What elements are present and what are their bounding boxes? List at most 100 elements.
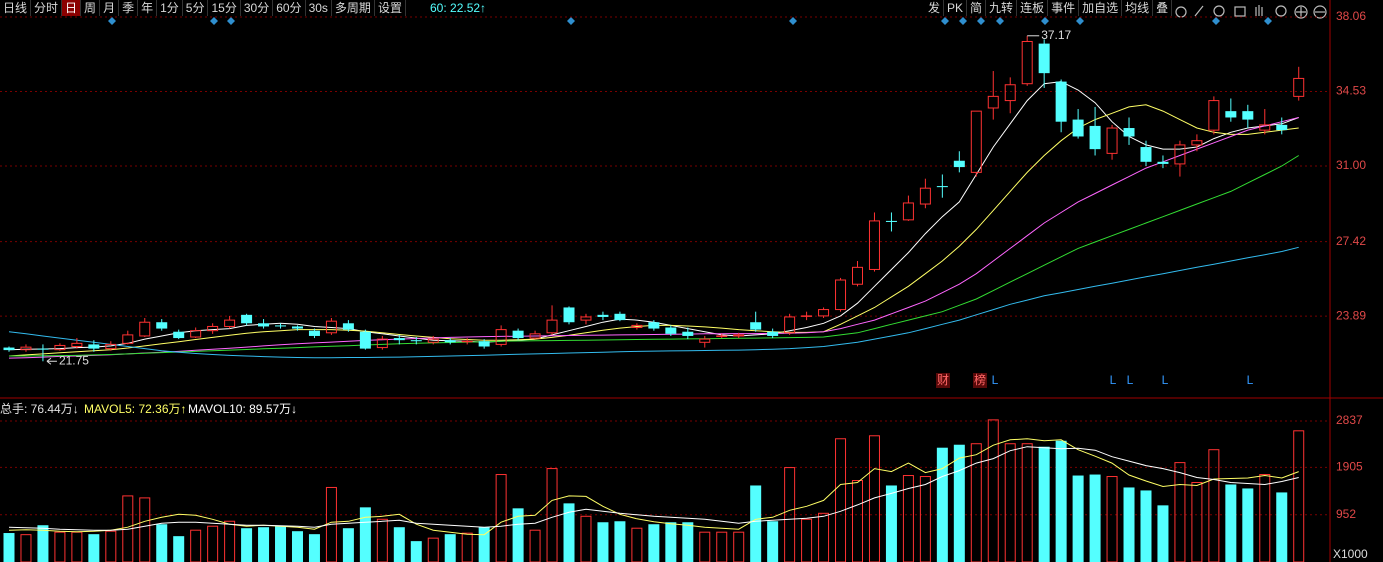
volume-bar <box>3 533 15 562</box>
toolbar-button[interactable]: 季 <box>119 0 139 16</box>
toolbar-button[interactable]: 发 <box>925 0 945 16</box>
candle-body <box>1055 81 1067 122</box>
icon[interactable] <box>1234 6 1246 17</box>
toolbar-right: 发 PK 简九转 连板 事件 加自选 均线叠 <box>925 0 1173 16</box>
volume-bar <box>885 485 897 562</box>
toolbar-button[interactable]: 30分 <box>241 0 274 16</box>
candle-body <box>1208 100 1220 131</box>
event-label: L <box>992 373 999 387</box>
toolbar-button[interactable]: 30s <box>306 0 332 16</box>
candle-body <box>37 348 49 350</box>
candle-body <box>1174 144 1186 165</box>
volume-bar <box>936 447 948 562</box>
candle-body <box>359 331 371 349</box>
icon[interactable] <box>1296 7 1306 17</box>
candle-body <box>3 347 15 351</box>
toolbar-button[interactable]: 九转 <box>986 0 1018 16</box>
candle-body <box>1157 161 1169 164</box>
candle-body <box>241 314 253 324</box>
volume-bar <box>224 520 236 562</box>
volume-bar <box>1072 475 1084 562</box>
candle-body <box>173 331 185 339</box>
toolbar-button[interactable]: 均线 <box>1122 0 1154 16</box>
toolbar-button[interactable]: 5分 <box>183 0 209 16</box>
icon[interactable] <box>1255 5 1263 16</box>
volume-bar <box>970 443 982 562</box>
icon[interactable] <box>1175 6 1187 18</box>
event-label: 榜 <box>974 372 986 387</box>
toolbar-button[interactable]: 日 <box>62 0 82 16</box>
toolbar-button[interactable]: 15分 <box>208 0 241 16</box>
toolbar-button[interactable]: 分时 <box>31 0 63 16</box>
candle-body <box>275 325 287 327</box>
candle-body <box>376 338 388 349</box>
event-badge <box>936 373 950 388</box>
toolbar-button[interactable]: 多周期 <box>332 0 375 16</box>
candle-body <box>88 344 100 349</box>
candle-body <box>648 322 660 329</box>
candle-body <box>1276 124 1288 131</box>
toolbar-left: 日线 分时日周月季年 1分 5分 15分 30分 60分 30s 多周期 设置 <box>0 0 406 16</box>
icon[interactable] <box>1313 5 1327 19</box>
ma-readout: 60: 22.52↑ <box>430 1 487 15</box>
toolbar-button[interactable]: 连板 <box>1017 0 1049 16</box>
toolbar-button[interactable]: 设置 <box>375 0 406 16</box>
volume-bar <box>1174 462 1186 562</box>
candle-body <box>970 110 982 173</box>
info-marker <box>227 17 235 25</box>
toolbar-button[interactable]: 60分 <box>273 0 306 16</box>
candle-body <box>308 330 320 336</box>
icon[interactable] <box>1194 5 1204 17</box>
icon[interactable] <box>1213 5 1225 17</box>
candle-body <box>868 220 880 270</box>
candle-body <box>1293 77 1305 97</box>
toolbar-button[interactable]: 年 <box>138 0 158 16</box>
volume-bar <box>1140 490 1152 562</box>
toolbar-button[interactable]: 周 <box>81 0 101 16</box>
candle-body <box>427 338 439 343</box>
volume-bar <box>1276 492 1288 562</box>
candle-body <box>818 309 830 317</box>
candle-body <box>665 327 677 334</box>
candle-body <box>393 338 405 341</box>
toolbar-button[interactable]: 事件 <box>1048 0 1080 16</box>
candle-body <box>139 321 151 337</box>
volume-bar <box>444 534 456 562</box>
volume-bar <box>631 527 643 562</box>
toolbar-button[interactable]: 叠 <box>1153 0 1173 16</box>
candle-body <box>852 266 863 285</box>
candle-body <box>631 324 643 329</box>
candle-body <box>1225 111 1237 118</box>
volume-bar <box>835 438 847 562</box>
candle-body <box>801 315 813 317</box>
toolbar-button[interactable]: 简 <box>967 0 987 16</box>
candle-body <box>987 95 999 109</box>
candle-body <box>258 323 270 327</box>
volume-bar <box>1004 443 1016 562</box>
volume-bar <box>597 522 609 562</box>
candle-body <box>410 340 422 342</box>
volume-bar <box>291 531 303 562</box>
info-marker <box>1041 17 1049 25</box>
candle-body <box>1242 111 1254 120</box>
info-marker <box>1264 17 1272 25</box>
annotation-arrow <box>46 357 57 365</box>
candle-body <box>1072 119 1084 137</box>
toolbar-button[interactable]: 1分 <box>157 0 183 16</box>
mavol-line <box>8 446 1299 531</box>
toolbar-button[interactable]: 日线 <box>0 0 32 16</box>
candle-body <box>953 160 965 168</box>
volume-bar <box>902 475 914 562</box>
toolbar-button[interactable]: 加自选 <box>1079 0 1123 16</box>
candle-body <box>156 322 168 329</box>
icon[interactable] <box>1294 5 1308 19</box>
icon[interactable] <box>1275 5 1287 17</box>
y-tick-label: 1905 <box>1336 460 1363 474</box>
volume-bar <box>20 534 32 562</box>
toolbar-button[interactable]: 月 <box>100 0 120 16</box>
toolbar-button[interactable]: PK <box>944 0 968 16</box>
event-label: L <box>1110 373 1117 387</box>
info-marker <box>996 17 1004 25</box>
volume-bar <box>682 522 694 562</box>
